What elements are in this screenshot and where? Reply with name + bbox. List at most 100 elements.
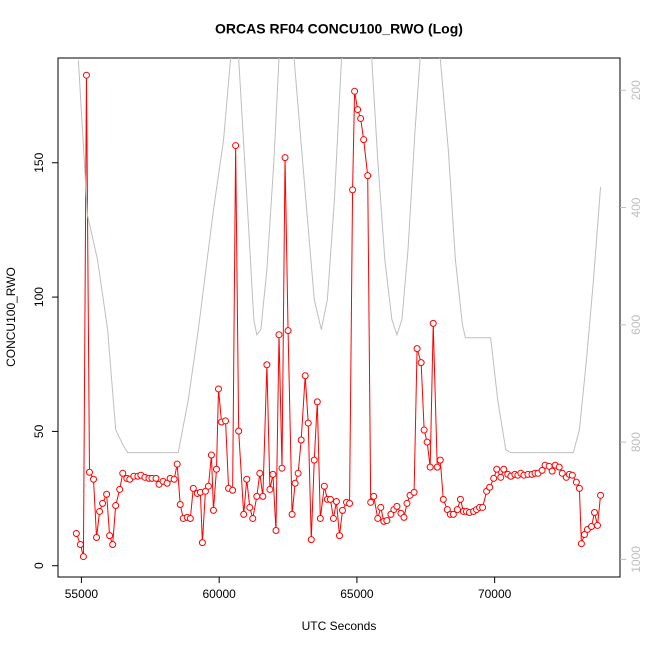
data-point [209,506,217,514]
data-point [301,372,309,380]
data-point [490,474,498,482]
data-point [212,465,220,473]
data-point [354,106,362,114]
data-point [453,506,461,514]
data-point [357,114,365,122]
data-point [72,529,80,537]
data-point [82,71,90,79]
data-point [235,427,243,435]
data-point [215,385,223,393]
data-point [326,495,334,503]
data-point [426,463,434,471]
y-tick-label: 100 [32,287,46,307]
data-point [377,503,385,511]
data-point [116,485,124,493]
data-point [500,465,508,473]
y2-tick-label: 1000 [629,546,643,573]
data-point [417,359,425,367]
data-point [346,499,354,507]
data-point [479,503,487,511]
chart-title: ORCAS RF04 CONCU100_RWO (Log) [215,21,463,37]
data-point [288,510,296,518]
data-point [548,467,556,475]
data-point [207,451,215,459]
data-point [294,469,302,477]
data-point [429,319,437,327]
data-point [291,479,299,487]
y-tick-label: 50 [32,424,46,438]
x-tick-label: 65000 [340,587,374,601]
data-point [558,469,566,477]
data-point [278,464,286,472]
y2-tick-label: 400 [629,197,643,217]
data-point [170,475,178,483]
data-point [119,469,127,477]
data-point [538,466,546,474]
data-point [297,436,305,444]
data-point [304,419,312,427]
plot-area [72,58,605,561]
data-point [310,456,318,464]
data-point [497,473,505,481]
data-point [493,465,501,473]
data-point [259,492,267,500]
data-point [96,507,104,515]
data-point [597,491,605,499]
data-point [79,553,87,561]
data-point [256,469,264,477]
data-point [367,498,375,506]
x-tick-label: 55000 [65,587,99,601]
data-point [263,361,271,369]
x-tick-label: 60000 [202,587,236,601]
data-point [284,327,292,335]
y-axis-label: CONCU100_RWO [4,267,18,367]
y2-tick-label: 800 [629,432,643,452]
data-point [577,540,585,548]
data-point [275,331,283,339]
x-axis-label: UTC Seconds [302,619,377,633]
data-point [189,484,197,492]
data-point [232,142,240,150]
data-point [374,514,382,522]
data-point [316,514,324,522]
data-point [580,531,588,539]
data-point [349,186,357,194]
data-point [204,482,212,490]
data-point [400,513,408,521]
data-point [93,534,101,542]
data-point [266,485,274,493]
data-point [281,154,289,162]
y2-tick-label: 200 [629,80,643,100]
data-point [307,536,315,544]
data-point [103,490,111,498]
y-tick-label: 0 [32,562,46,569]
data-point [90,475,98,483]
data-point [332,498,340,506]
data-point [360,136,368,144]
data-point [456,495,464,503]
data-point [370,492,378,500]
data-point [338,506,346,514]
data-point [351,87,359,95]
data-point [594,521,602,529]
data-point [243,475,251,483]
data-point [443,506,451,514]
data-point [201,487,209,495]
y2-tick-label: 600 [629,314,643,334]
data-point [393,502,401,510]
data-point [222,417,230,425]
y-tick-label: 150 [32,152,46,172]
data-point [587,522,595,530]
data-point [186,514,194,522]
data-point [413,345,421,353]
data-point [112,502,120,510]
data-point [449,510,457,518]
data-point [253,492,261,500]
data-point [240,510,248,518]
data-point [335,532,343,540]
data-point [486,483,494,491]
data-point [85,468,93,476]
data-point [403,499,411,507]
